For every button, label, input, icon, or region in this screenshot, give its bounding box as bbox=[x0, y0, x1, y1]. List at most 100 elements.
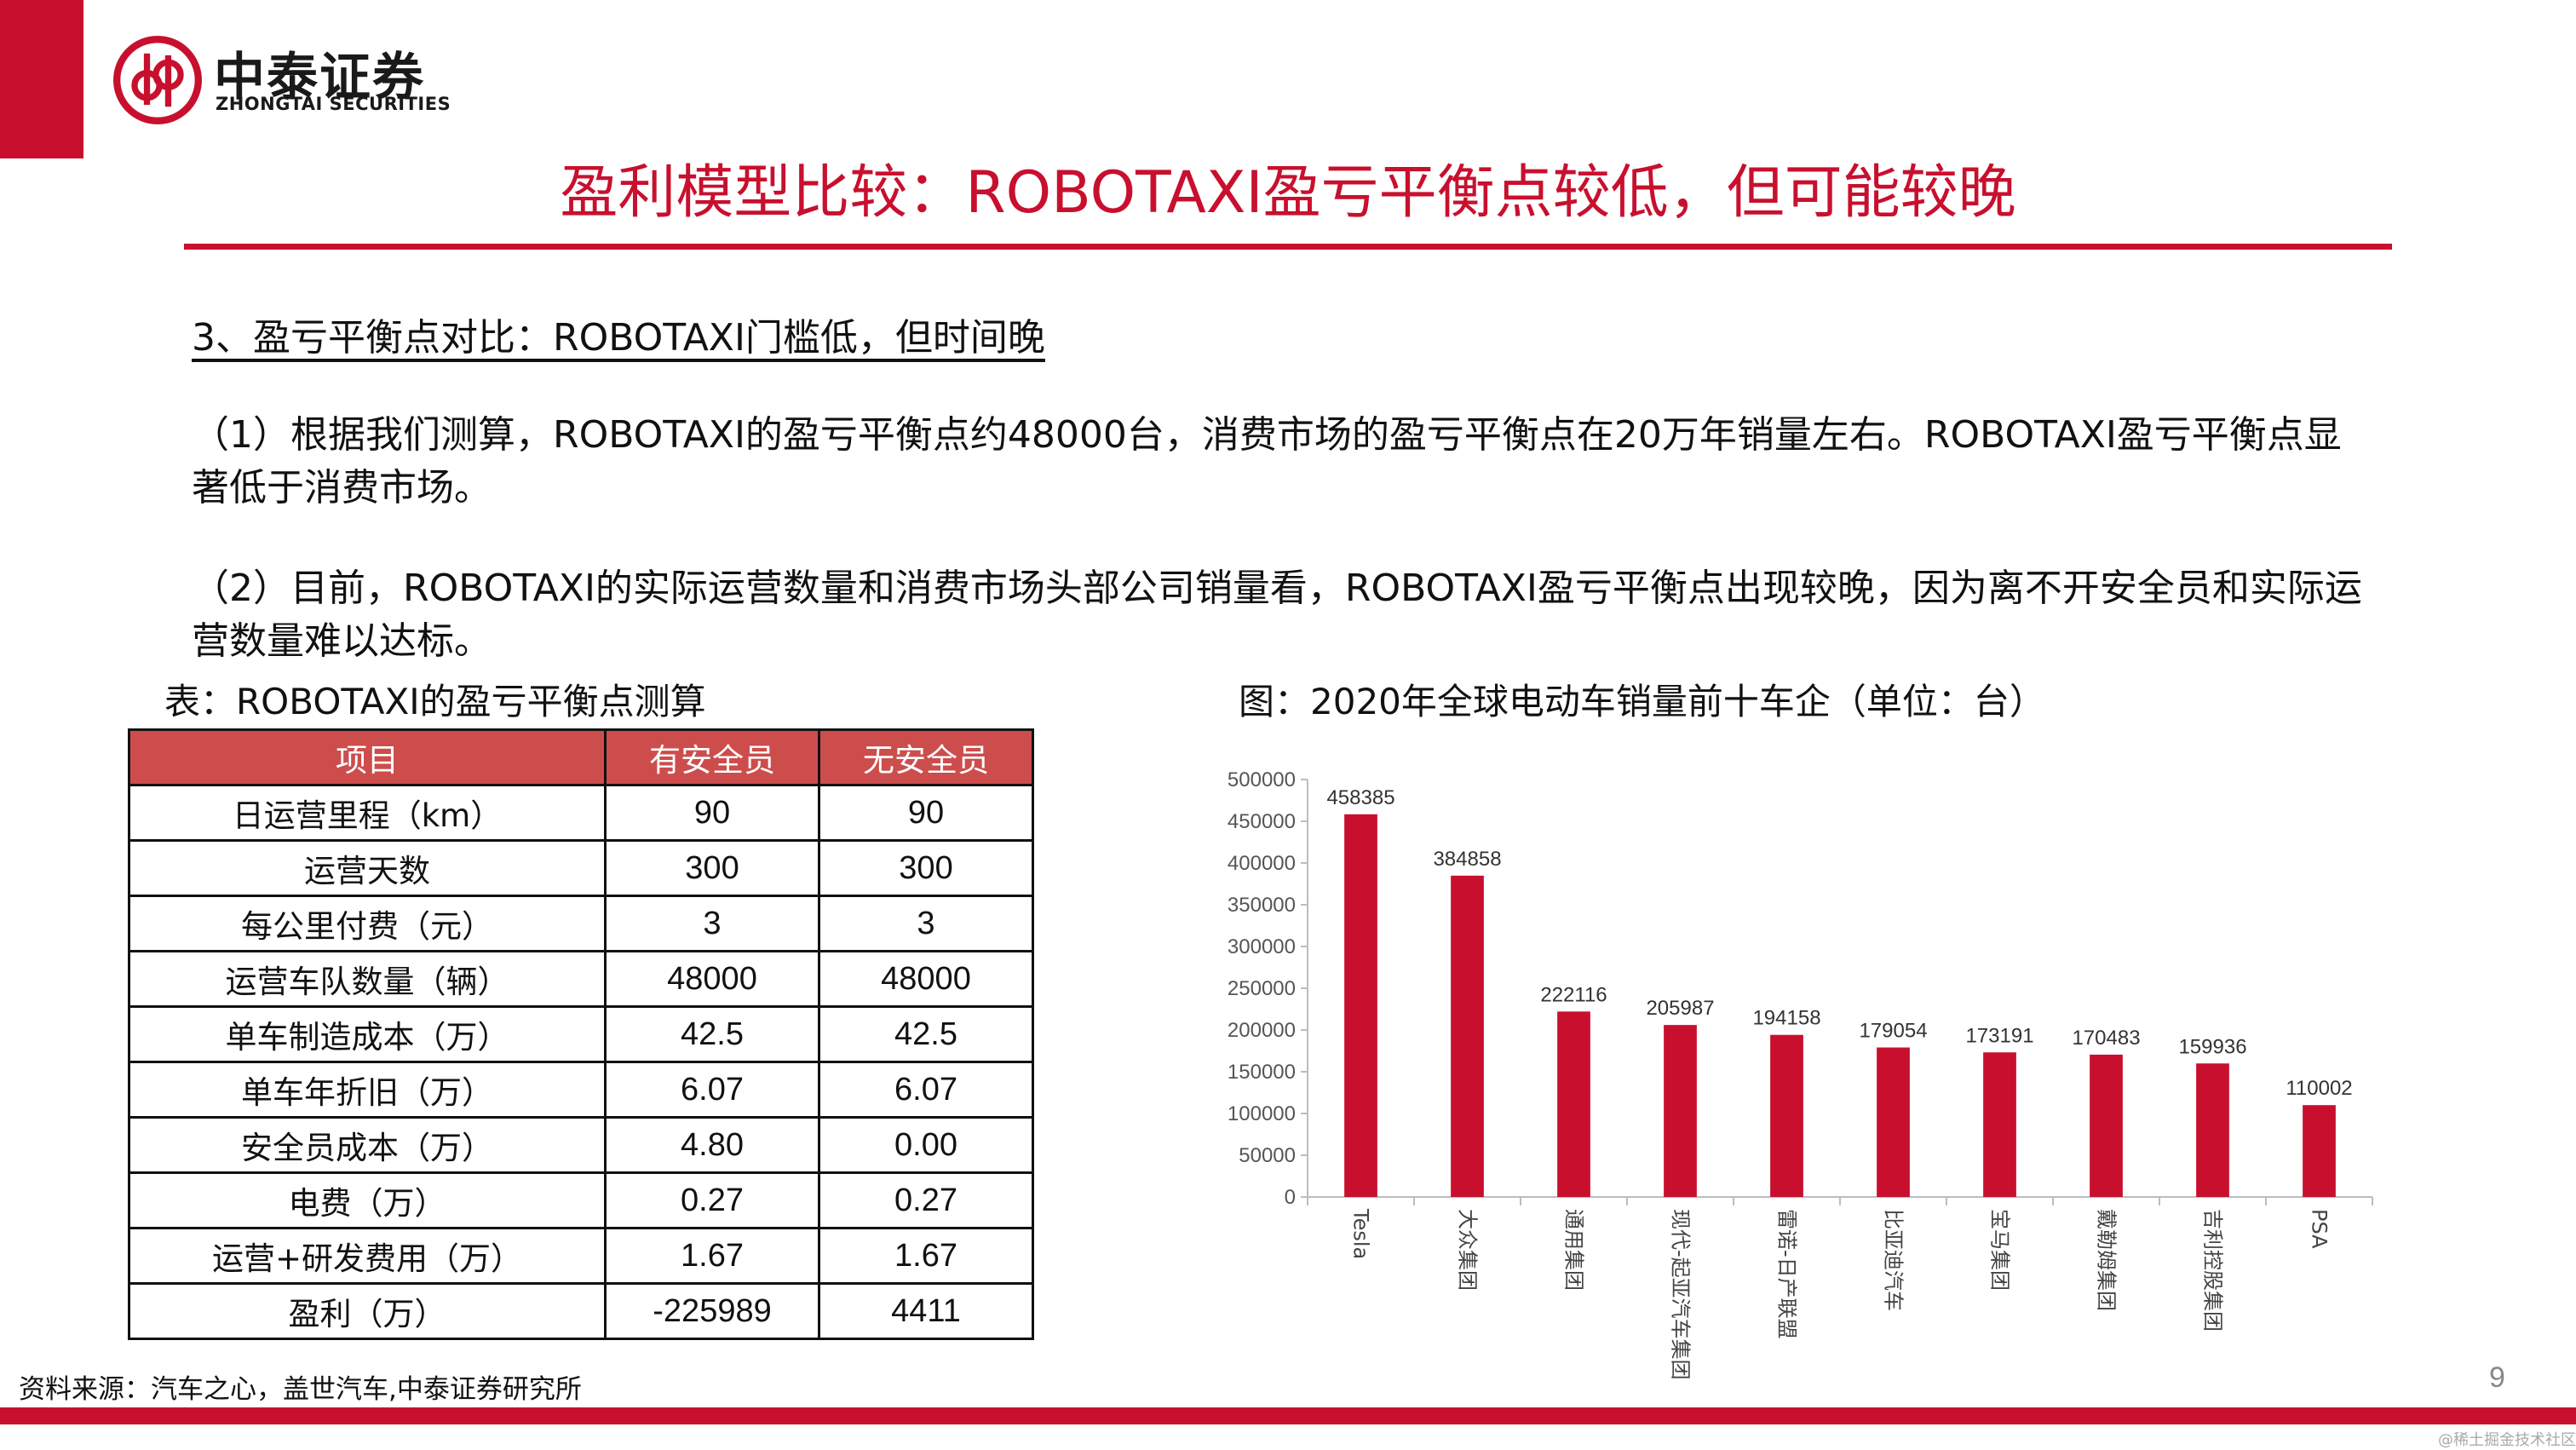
row-label: 盈利（万） bbox=[128, 1282, 607, 1340]
row-value-with: 42.5 bbox=[604, 1005, 820, 1063]
row-value-with: 300 bbox=[604, 839, 820, 897]
header-item: 项目 bbox=[128, 728, 607, 786]
row-value-with: 3 bbox=[604, 895, 820, 952]
page-title: 盈利模型比较：ROBOTAXI盈亏平衡点较低，但可能较晚 bbox=[560, 159, 2016, 227]
bar-value-label: 458385 bbox=[1326, 786, 1394, 809]
y-tick-label: 300000 bbox=[1228, 935, 1296, 958]
row-value-without: 0.00 bbox=[818, 1116, 1034, 1174]
row-label: 电费（万） bbox=[128, 1171, 607, 1229]
header-without-safety-officer: 无安全员 bbox=[818, 728, 1034, 786]
bar-value-label: 170483 bbox=[2072, 1027, 2140, 1050]
brand-name-cn: 中泰证券 bbox=[214, 48, 425, 107]
x-category-label: 现代-起亚汽车集团 bbox=[1669, 1209, 1693, 1380]
y-tick-label: 50000 bbox=[1239, 1144, 1296, 1167]
row-value-with: 6.07 bbox=[604, 1061, 820, 1119]
bar bbox=[1557, 1011, 1590, 1197]
row-value-without: 3 bbox=[818, 895, 1034, 952]
chart-caption: 图：2020年全球电动车销量前十车企（单位：台） bbox=[1239, 681, 2045, 722]
table-row: 电费（万） 0.27 0.27 bbox=[128, 1171, 1034, 1229]
x-category-label: 比亚迪汽车 bbox=[1882, 1209, 1906, 1311]
title-underline bbox=[184, 244, 2392, 250]
x-category-label: PSA bbox=[2308, 1209, 2332, 1249]
bar-value-label: 222116 bbox=[1540, 983, 1607, 1006]
row-value-without: 90 bbox=[818, 784, 1034, 842]
y-tick-label: 100000 bbox=[1228, 1102, 1296, 1125]
y-tick-label: 500000 bbox=[1228, 768, 1296, 791]
bar bbox=[2303, 1105, 2336, 1197]
ev-sales-bar-chart: 0 50000 100000 150000 200000 250000 300000 3500… bbox=[1228, 768, 2373, 1380]
row-value-with: -225989 bbox=[604, 1282, 820, 1340]
bar bbox=[1451, 875, 1484, 1197]
bar bbox=[1344, 814, 1377, 1197]
x-category-label: Tesla bbox=[1349, 1208, 1373, 1259]
y-tick-label: 250000 bbox=[1228, 977, 1296, 1000]
y-tick-label: 150000 bbox=[1228, 1061, 1296, 1084]
x-category-label: 通用集团 bbox=[1562, 1209, 1586, 1291]
row-value-without: 1.67 bbox=[818, 1227, 1034, 1285]
bar-value-label: 110002 bbox=[2286, 1077, 2352, 1100]
bar-value-label: 384858 bbox=[1433, 848, 1501, 871]
y-tick-label: 0 bbox=[1285, 1186, 1296, 1209]
row-value-without: 0.27 bbox=[818, 1171, 1034, 1229]
table-row: 盈利（万） -225989 4411 bbox=[128, 1282, 1034, 1340]
row-value-with: 0.27 bbox=[604, 1171, 820, 1229]
source-note: 资料来源：汽车之心，盖世汽车,中泰证券研究所 bbox=[19, 1374, 582, 1405]
table-row: 运营车队数量（辆） 48000 48000 bbox=[128, 950, 1034, 1008]
bar-value-label: 173191 bbox=[1965, 1024, 2033, 1047]
table-row: 单车年折旧（万） 6.07 6.07 bbox=[128, 1061, 1034, 1119]
section-heading: 3、盈亏平衡点对比：ROBOTAXI门槛低，但时间晚 bbox=[192, 316, 1045, 360]
header-with-safety-officer: 有安全员 bbox=[604, 728, 820, 786]
x-category-label: 宝马集团 bbox=[1988, 1209, 2012, 1291]
paragraph-1: （1）根据我们测算，ROBOTAXI的盈亏平衡点约48000台，消费市场的盈亏平… bbox=[192, 413, 2342, 509]
row-value-without: 6.07 bbox=[818, 1061, 1034, 1119]
table-row: 单车制造成本（万） 42.5 42.5 bbox=[128, 1005, 1034, 1063]
row-value-without: 42.5 bbox=[818, 1005, 1034, 1063]
paragraph-2: （2）目前，ROBOTAXI的实际运营数量和消费市场头部公司销量看，ROBOTA… bbox=[192, 567, 2362, 663]
table-row: 运营天数 300 300 bbox=[128, 839, 1034, 897]
row-value-without: 300 bbox=[818, 839, 1034, 897]
row-label: 运营车队数量（辆） bbox=[128, 950, 607, 1008]
row-label: 单车制造成本（万） bbox=[128, 1005, 607, 1063]
zhongtai-logo-icon bbox=[113, 36, 202, 124]
row-label: 安全员成本（万） bbox=[128, 1116, 607, 1174]
bar bbox=[1877, 1047, 1910, 1197]
row-value-with: 1.67 bbox=[604, 1227, 820, 1285]
y-tick-label: 200000 bbox=[1228, 1019, 1296, 1042]
bar bbox=[2090, 1054, 2123, 1197]
bar-value-label: 159936 bbox=[2178, 1035, 2246, 1058]
row-label: 每公里付费（元） bbox=[128, 895, 607, 952]
row-value-with: 90 bbox=[604, 784, 820, 842]
table-row: 每公里付费（元） 3 3 bbox=[128, 895, 1034, 952]
row-label: 单车年折旧（万） bbox=[128, 1061, 607, 1119]
watermark: @稀土掘金技术社区 bbox=[2438, 1431, 2576, 1449]
row-value-without: 4411 bbox=[818, 1282, 1034, 1340]
bar-value-label: 194158 bbox=[1752, 1007, 1820, 1030]
row-label: 运营天数 bbox=[128, 839, 607, 897]
corner-accent-bar bbox=[0, 0, 83, 158]
x-category-label: 雷诺-日产联盟 bbox=[1775, 1209, 1799, 1339]
page-number: 9 bbox=[2489, 1361, 2505, 1394]
x-category-label: 吉利控股集团 bbox=[2201, 1209, 2225, 1332]
y-tick-label: 400000 bbox=[1228, 852, 1296, 875]
footer-bar bbox=[0, 1407, 2576, 1424]
row-label: 运营+研发费用（万） bbox=[128, 1227, 607, 1285]
breakeven-table: 项目 有安全员 无安全员 日运营里程（km） 90 90 运营天数 300 30… bbox=[128, 728, 1034, 1340]
table-caption: 表：ROBOTAXI的盈亏平衡点测算 bbox=[164, 681, 706, 722]
y-tick-label: 450000 bbox=[1228, 810, 1296, 833]
table-header-row: 项目 有安全员 无安全员 bbox=[128, 728, 1034, 786]
bar bbox=[1664, 1025, 1697, 1197]
brand-logo: 中泰证券 ZHONGTAI SECURITIES bbox=[113, 36, 471, 129]
row-value-with: 48000 bbox=[604, 950, 820, 1008]
table-row: 运营+研发费用（万） 1.67 1.67 bbox=[128, 1227, 1034, 1285]
bar bbox=[1770, 1034, 1803, 1197]
bar bbox=[2196, 1063, 2229, 1197]
row-value-without: 48000 bbox=[818, 950, 1034, 1008]
row-value-with: 4.80 bbox=[604, 1116, 820, 1174]
x-category-label: 戴勒姆集团 bbox=[2095, 1209, 2119, 1311]
bar-value-label: 179054 bbox=[1859, 1020, 1927, 1043]
row-label: 日运营里程（km） bbox=[128, 784, 607, 842]
bar bbox=[1983, 1052, 2016, 1197]
table-row: 安全员成本（万） 4.80 0.00 bbox=[128, 1116, 1034, 1174]
x-category-label: 大众集团 bbox=[1456, 1209, 1480, 1291]
bar-value-label: 205987 bbox=[1646, 997, 1714, 1020]
